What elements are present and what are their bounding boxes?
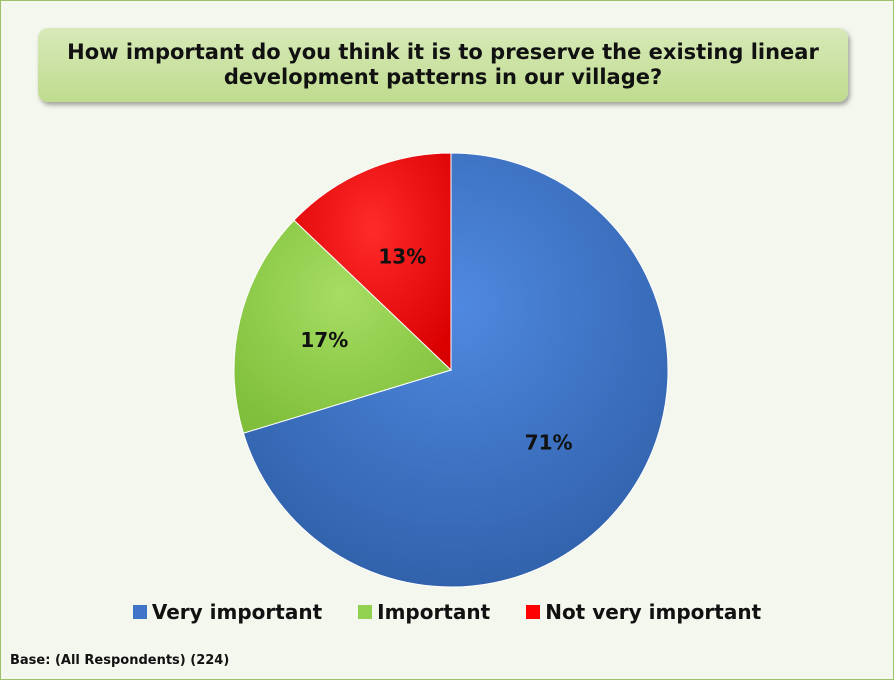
legend-item-very-important: Very important <box>132 600 323 624</box>
pie-chart: 71% 17% 13% <box>233 152 669 588</box>
chart-title-box: How important do you think it is to pres… <box>38 28 848 102</box>
legend-item-important: Important <box>358 600 490 624</box>
pie-slice-important <box>233 219 452 434</box>
slice-label-very-important: 71% <box>525 430 573 454</box>
pie-slice-not-very-important <box>293 152 452 372</box>
pie-slice-very-important <box>242 152 669 588</box>
legend-label: Important <box>377 600 491 624</box>
legend-swatch <box>132 605 147 619</box>
slice-label-not-very-important: 13% <box>378 244 426 268</box>
legend-swatch <box>358 605 373 619</box>
base-note: Base: (All Respondents) (224) <box>10 653 230 668</box>
legend: Very important Important Not very import… <box>0 600 894 624</box>
legend-item-not-very-important: Not very important <box>526 600 761 624</box>
chart-title: How important do you think it is to pres… <box>67 40 819 89</box>
legend-label: Very important <box>151 600 323 624</box>
slice-label-important: 17% <box>300 328 348 352</box>
legend-label: Not very important <box>545 600 762 624</box>
legend-swatch <box>526 605 541 619</box>
